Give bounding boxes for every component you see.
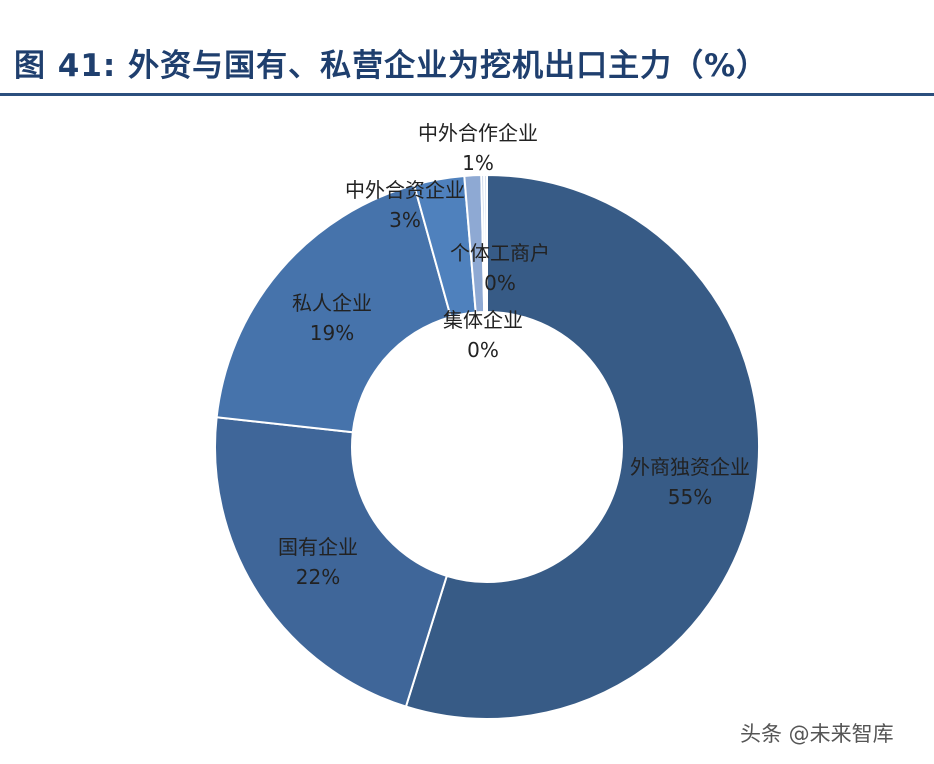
- donut-slice-6: [483, 173, 488, 314]
- slice-label-3: 中外合资企业 3%: [345, 178, 465, 232]
- donut-slice-2: [215, 183, 453, 434]
- slice-label-0: 外商独资企业 55%: [630, 455, 750, 509]
- watermark: 头条 @未来智库: [740, 722, 894, 746]
- slice-label-5: 个体工商户 0%: [450, 241, 550, 295]
- donut-slice-1: [214, 416, 449, 708]
- slice-label-1: 国有企业 22%: [278, 535, 358, 589]
- slice-label-2: 私人企业 19%: [292, 291, 372, 345]
- slice-label-6: 集体企业 0%: [443, 308, 523, 362]
- donut-slice-0: [404, 173, 760, 720]
- title-divider: [0, 93, 934, 96]
- slice-label-4: 中外合作企业 1%: [418, 121, 538, 175]
- chart-title: 图 41: 外资与国有、私营企业为挖机出口主力（%）: [14, 48, 769, 84]
